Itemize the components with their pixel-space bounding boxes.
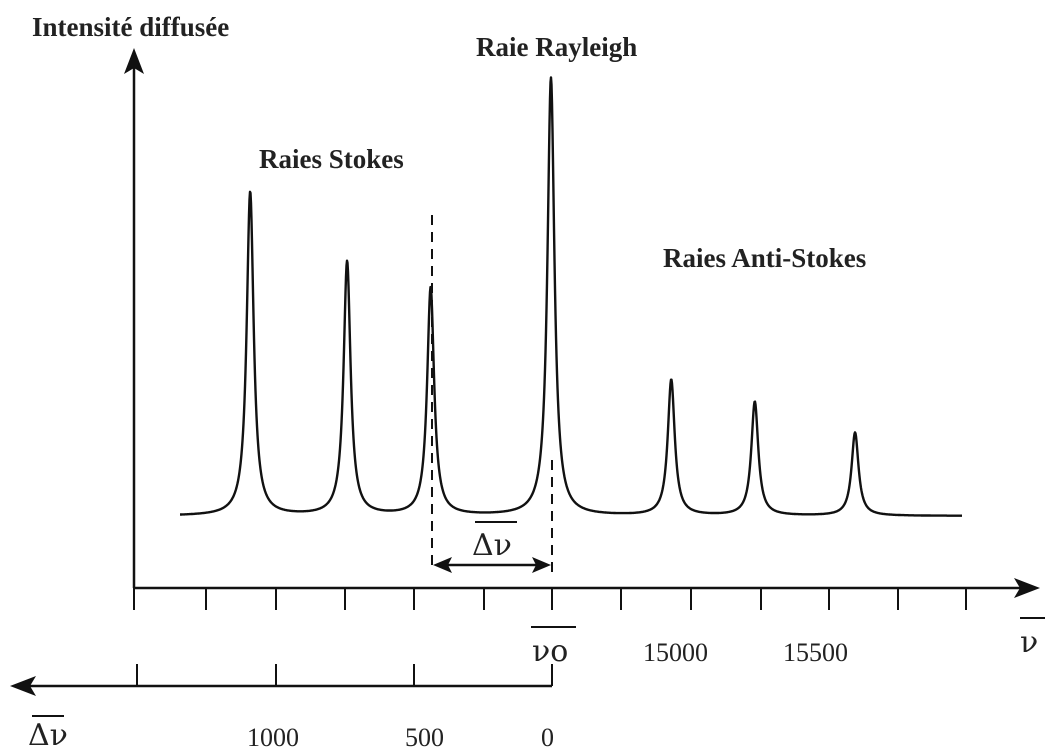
y-axis-arrowhead	[124, 48, 144, 74]
shift-tick-label-0: 0	[541, 723, 554, 751]
tick-label-15500: 15500	[783, 638, 848, 667]
rayleigh-label: Raie Rayleigh	[476, 32, 637, 62]
shift-axis-label: Δν	[28, 718, 68, 751]
nu0-tick-label: νo	[532, 634, 568, 669]
x-axis-label: ν	[1020, 625, 1038, 660]
shift-arrowhead-left	[433, 557, 452, 573]
anti-stokes-label: Raies Anti-Stokes	[663, 243, 866, 273]
shift-tick-label-1000: 1000	[247, 723, 299, 751]
x-axis-arrowhead	[1014, 578, 1040, 598]
x-axis-ticks	[133, 588, 967, 610]
y-axis-label: Intensité diffusée	[32, 12, 229, 42]
shift-label: Δν	[472, 528, 512, 563]
shift-axis-arrowhead	[10, 676, 36, 696]
shift-arrowhead-right	[532, 557, 551, 573]
spectrum-line	[179, 76, 963, 517]
stokes-label: Raies Stokes	[259, 144, 404, 174]
tick-label-15000: 15000	[643, 638, 708, 667]
shift-axis-ticks	[136, 664, 553, 686]
shift-tick-label-500: 500	[405, 723, 444, 751]
